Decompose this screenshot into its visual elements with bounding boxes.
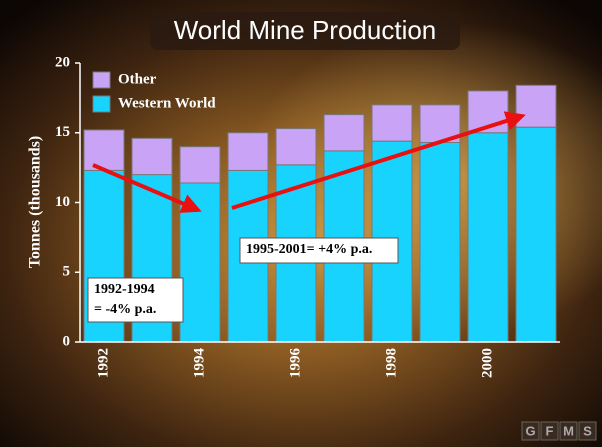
x-tick-label: 1998 bbox=[383, 348, 399, 378]
x-tick-label: 1992 bbox=[95, 348, 111, 378]
x-tick-label: 1996 bbox=[287, 348, 303, 379]
y-tick-label: 10 bbox=[55, 194, 70, 210]
bar-segment bbox=[275, 128, 317, 166]
y-tick-label: 20 bbox=[55, 54, 70, 70]
bar-segment bbox=[515, 84, 557, 128]
bar-segment bbox=[467, 132, 509, 343]
bar-segment bbox=[371, 104, 413, 142]
bar-segment bbox=[83, 129, 125, 171]
trend-arrows bbox=[92, 111, 526, 213]
logo-letter: F bbox=[546, 423, 554, 438]
title-box bbox=[150, 12, 460, 50]
y-tick-label: 5 bbox=[63, 264, 71, 280]
logo-box bbox=[578, 421, 597, 441]
bar-segment bbox=[131, 137, 173, 176]
annotation-text: 1995-2001= +4% p.a. bbox=[246, 242, 372, 257]
logo-letter: M bbox=[563, 423, 574, 438]
annotation-box bbox=[87, 277, 184, 323]
bar-segment bbox=[323, 114, 365, 152]
arrow bbox=[231, 111, 526, 210]
annotations: 1992-1994 = -4% p.a. 1995-2001= +4% p.a. bbox=[87, 237, 399, 323]
arrow bbox=[92, 163, 202, 213]
logo-letter: S bbox=[583, 423, 592, 438]
y-tick-label: 0 bbox=[63, 333, 71, 349]
logo-box bbox=[559, 421, 578, 441]
x-tick-label: 1994 bbox=[191, 348, 207, 379]
logo-letter: G bbox=[525, 423, 535, 438]
plot: 0 5 10 15 20 1992 1994 1996 1998 2000 Other Western… bbox=[55, 54, 560, 378]
y-axis-label: Tonnes (thousands) bbox=[27, 136, 44, 268]
y-tick-label: 15 bbox=[55, 124, 70, 140]
x-tick-label: 2000 bbox=[479, 348, 495, 378]
legend-label: Western World bbox=[118, 95, 216, 111]
bar-segment bbox=[227, 132, 269, 171]
annotation-text: 1992-1994 bbox=[94, 282, 155, 297]
legend-label: Other bbox=[118, 71, 157, 87]
logo-box bbox=[521, 421, 540, 441]
chart-title: World Mine Production bbox=[174, 15, 437, 45]
bar-segment bbox=[419, 142, 461, 343]
annotation-text: = -4% p.a. bbox=[94, 302, 156, 317]
annotation-box bbox=[239, 237, 399, 264]
logo-box bbox=[540, 421, 559, 441]
legend-swatch bbox=[92, 95, 111, 113]
bar-segment bbox=[515, 126, 557, 343]
legend-swatch bbox=[92, 71, 111, 89]
bar-segment bbox=[179, 146, 221, 184]
